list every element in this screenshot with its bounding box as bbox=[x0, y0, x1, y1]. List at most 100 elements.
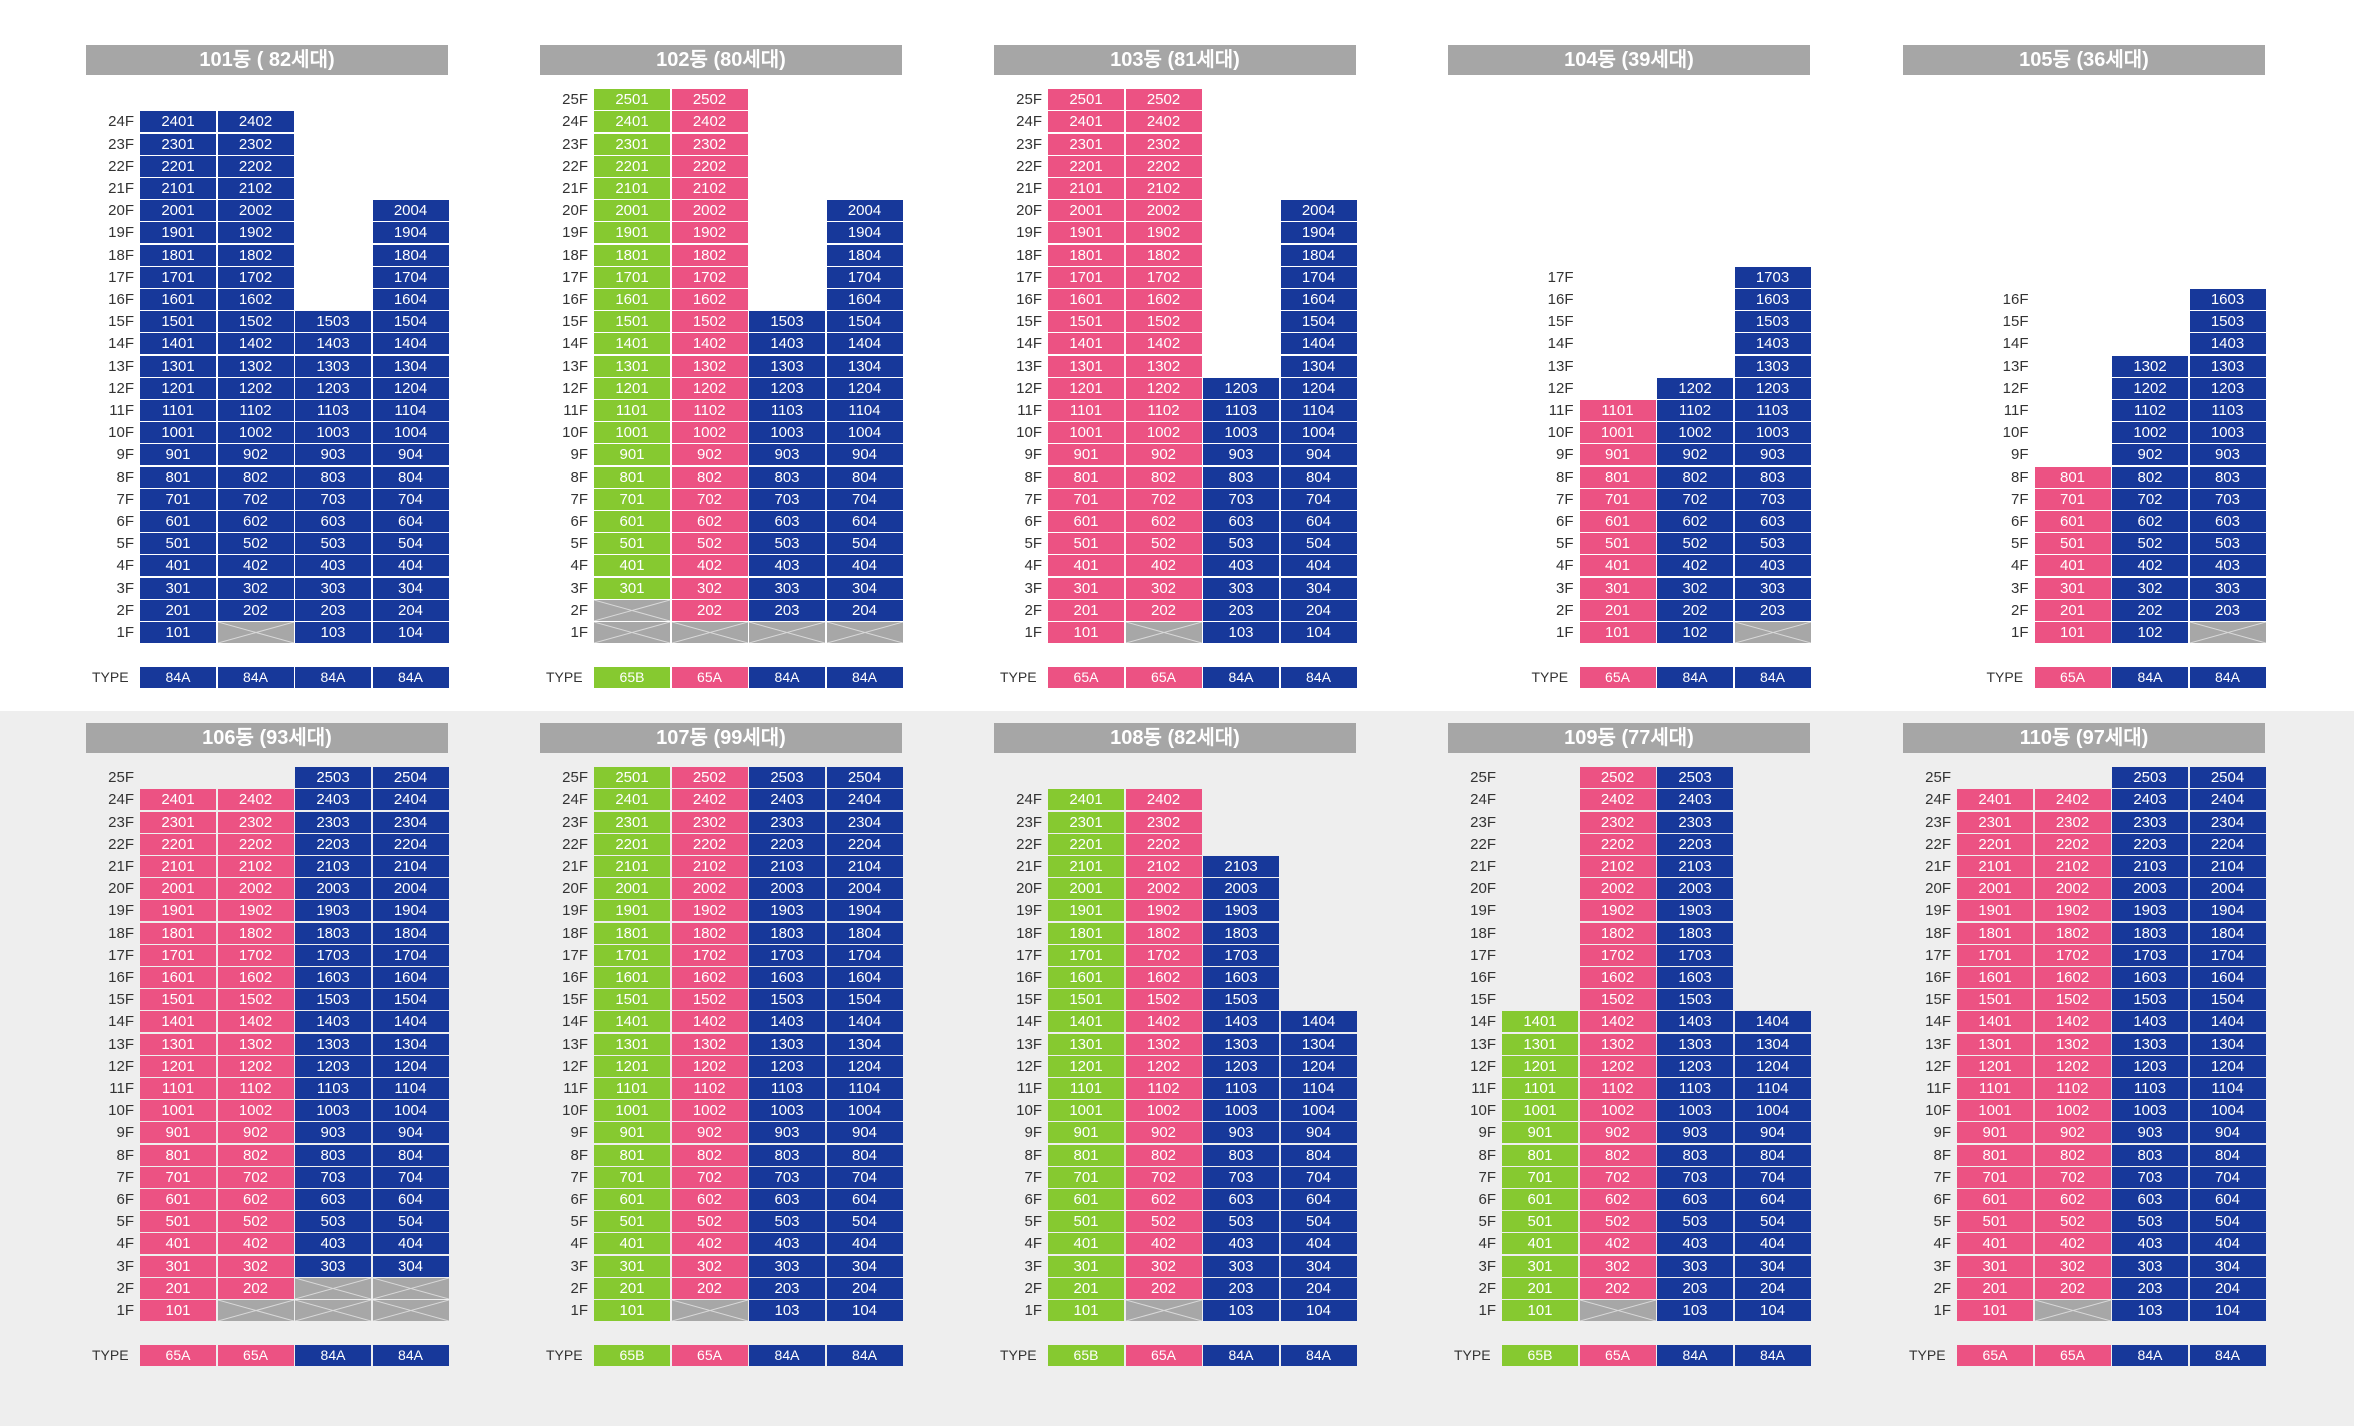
unit-cell: 1603 bbox=[295, 967, 371, 988]
type-label: TYPE bbox=[1986, 669, 2024, 685]
unit-cell: 901 bbox=[140, 1122, 216, 1144]
unit-cell: 2201 bbox=[140, 833, 216, 855]
unit-cell: 703 bbox=[1657, 1166, 1733, 1188]
unit-cell: 1103 bbox=[1203, 1078, 1279, 1099]
unit-cell: 1601 bbox=[140, 289, 216, 310]
unit-cell: 904 bbox=[826, 1122, 903, 1144]
cross-icon bbox=[2189, 622, 2266, 643]
unit-cell: 2302 bbox=[217, 811, 294, 833]
floor-label: 8F bbox=[1024, 468, 1042, 486]
floor-label: 4F bbox=[570, 1235, 588, 1253]
floor-label: 5F bbox=[1024, 535, 1042, 553]
unit-cell: 2002 bbox=[1125, 878, 1202, 900]
unit-cell: 902 bbox=[1125, 1122, 1202, 1144]
unit-type-badge: 65A bbox=[1957, 1345, 2033, 1366]
unit-cell: 802 bbox=[2112, 466, 2188, 488]
unit-cell: 1501 bbox=[1048, 311, 1124, 333]
unit-cell: 1301 bbox=[140, 355, 216, 377]
unit-cell: 601 bbox=[1048, 511, 1124, 532]
unit-cell: 1304 bbox=[826, 1033, 903, 1055]
unit-cell: 401 bbox=[1502, 1233, 1578, 1255]
floor-label: 11F bbox=[563, 1080, 588, 1097]
unit-unavailable bbox=[217, 622, 294, 643]
unit-cell: 2504 bbox=[826, 767, 903, 789]
floor-label: 14F bbox=[562, 1013, 588, 1031]
unit-cell: 1001 bbox=[594, 1100, 670, 1122]
type-label: TYPE bbox=[546, 1347, 583, 1363]
unit-cell: 1004 bbox=[826, 1100, 903, 1122]
unit-cell: 1102 bbox=[217, 1078, 294, 1099]
unit-cell: 2201 bbox=[594, 155, 670, 177]
unit-cell: 1102 bbox=[1125, 1078, 1202, 1099]
floor-label: 21F bbox=[1016, 180, 1042, 197]
floor-label: 2F bbox=[1478, 1279, 1496, 1297]
unit-cell: 1604 bbox=[826, 967, 903, 988]
cross-icon bbox=[594, 622, 670, 643]
unit-unavailable bbox=[594, 599, 670, 621]
unit-cell: 104 bbox=[372, 622, 449, 643]
unit-cell: 2401 bbox=[594, 789, 670, 811]
unit-cell: 1403 bbox=[749, 1011, 825, 1033]
unit-cell: 2102 bbox=[217, 856, 294, 877]
cross-icon bbox=[749, 622, 825, 643]
unit-cell: 1301 bbox=[1957, 1033, 2033, 1055]
floor-label: 6F bbox=[570, 513, 588, 530]
unit-cell: 1801 bbox=[140, 244, 216, 266]
floor-label: 24F bbox=[108, 791, 134, 809]
unit-cell: 803 bbox=[749, 466, 825, 488]
unit-cell: 1701 bbox=[594, 944, 670, 966]
floor-label: 14F bbox=[108, 335, 134, 353]
unit-cell: 1604 bbox=[2189, 967, 2266, 988]
unit-cell: 902 bbox=[2112, 444, 2188, 466]
unit-cell: 1403 bbox=[1734, 333, 1811, 355]
unit-cell: 1202 bbox=[671, 1055, 748, 1077]
unit-cell: 2003 bbox=[2112, 878, 2188, 900]
unit-cell: 1104 bbox=[826, 1078, 903, 1099]
unit-cell: 1104 bbox=[826, 400, 903, 421]
unit-cell: 501 bbox=[140, 1211, 216, 1233]
unit-cell: 502 bbox=[1579, 1211, 1656, 1233]
unit-cell: 304 bbox=[826, 577, 903, 599]
floor-label: 12F bbox=[1925, 1057, 1951, 1075]
unit-cell: 701 bbox=[1502, 1166, 1578, 1188]
unit-type-badge: 65A bbox=[671, 1345, 748, 1366]
floor-label: 16F bbox=[1925, 969, 1951, 986]
unit-cell: 1101 bbox=[1502, 1078, 1578, 1099]
unit-cell: 303 bbox=[1203, 577, 1279, 599]
unit-cell: 2201 bbox=[1048, 155, 1124, 177]
unit-cell: 1602 bbox=[1125, 967, 1202, 988]
unit-cell: 302 bbox=[671, 1255, 748, 1277]
unit-cell: 2201 bbox=[1957, 833, 2033, 855]
unit-cell: 2102 bbox=[217, 178, 294, 199]
unit-cell: 303 bbox=[2112, 1255, 2188, 1277]
unit-cell: 2502 bbox=[671, 767, 748, 789]
unit-type-badge: 84A bbox=[749, 667, 825, 688]
unit-cell: 1204 bbox=[1280, 377, 1357, 399]
unit-cell: 2102 bbox=[1125, 178, 1202, 199]
floor-label: 9F bbox=[1024, 446, 1042, 464]
cross-icon bbox=[1125, 1300, 1202, 1321]
unit-cell: 504 bbox=[1280, 1211, 1357, 1233]
unit-cell: 603 bbox=[295, 511, 371, 532]
unit-cell: 1502 bbox=[1125, 311, 1202, 333]
unit-cell: 202 bbox=[1657, 599, 1733, 621]
building-title: 101동 ( 82세대) bbox=[86, 45, 448, 75]
unit-cell: 503 bbox=[295, 1211, 371, 1233]
unit-cell: 2402 bbox=[2034, 789, 2111, 811]
unit-cell: 604 bbox=[1280, 1189, 1357, 1210]
floor-label: 4F bbox=[1555, 557, 1574, 575]
unit-cell: 101 bbox=[2034, 622, 2111, 643]
floor-label: 1F bbox=[116, 624, 134, 641]
unit-cell: 1203 bbox=[749, 377, 825, 399]
unit-cell: 701 bbox=[1048, 1166, 1124, 1188]
unit-cell: 1304 bbox=[826, 355, 903, 377]
unit-cell: 702 bbox=[217, 488, 294, 510]
unit-cell: 703 bbox=[749, 1166, 825, 1188]
unit-cell: 1804 bbox=[826, 244, 903, 266]
unit-cell: 2001 bbox=[1048, 200, 1124, 222]
unit-cell: 1103 bbox=[2189, 400, 2266, 421]
floor-label: 12F bbox=[108, 379, 134, 397]
unit-cell: 602 bbox=[671, 1189, 748, 1210]
unit-cell: 702 bbox=[2112, 488, 2188, 510]
unit-cell: 1102 bbox=[671, 400, 748, 421]
